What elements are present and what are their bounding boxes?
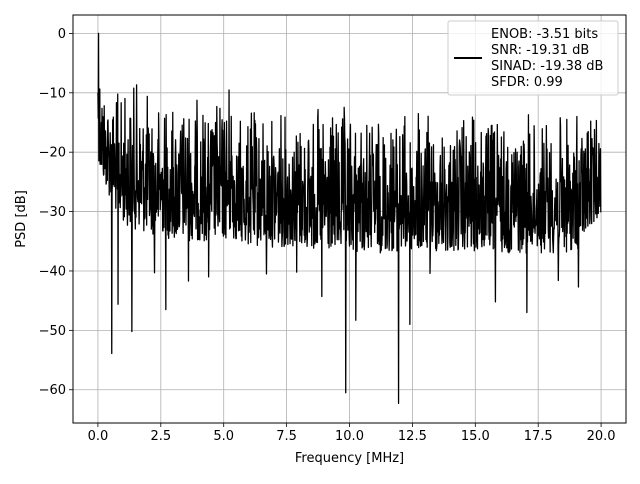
legend-entry-snr: SNR: -19.31 dB bbox=[491, 43, 589, 58]
y-tick-label: −60 bbox=[39, 383, 66, 398]
x-tick-label: 0.0 bbox=[88, 429, 109, 444]
x-tick-label: 17.5 bbox=[524, 429, 553, 444]
y-tick-label: 0 bbox=[58, 27, 66, 42]
x-tick-label: 20.0 bbox=[587, 429, 616, 444]
y-axis-label: PSD [dB] bbox=[14, 190, 29, 248]
legend-entry-enob: ENOB: -3.51 bits bbox=[491, 27, 598, 42]
y-tick-label: −30 bbox=[39, 205, 66, 220]
x-tick-label: 15.0 bbox=[461, 429, 490, 444]
x-tick-label: 7.5 bbox=[276, 429, 297, 444]
legend-entry-sinad: SINAD: -19.38 dB bbox=[491, 59, 603, 74]
y-tick-label: −40 bbox=[39, 264, 66, 279]
x-tick-label: 5.0 bbox=[213, 429, 234, 444]
y-tick-label: −50 bbox=[39, 324, 66, 339]
legend-entry-sfdr: SFDR: 0.99 bbox=[491, 75, 563, 90]
x-axis-label: Frequency [MHz] bbox=[295, 451, 404, 466]
y-tick-label: −10 bbox=[39, 86, 66, 101]
legend-box bbox=[447, 20, 619, 96]
x-axis-ticks: 0.0 2.5 5.0 7.5 10.0 12.5 15.0 17.5 20.0 bbox=[88, 423, 616, 444]
x-tick-label: 2.5 bbox=[150, 429, 171, 444]
series-psd bbox=[97, 32, 602, 405]
x-tick-label: 10.0 bbox=[335, 429, 364, 444]
x-tick-label: 12.5 bbox=[398, 429, 427, 444]
psd-line bbox=[97, 32, 602, 405]
y-axis-ticks: 0 −10 −20 −30 −40 −50 −60 bbox=[39, 27, 73, 398]
y-tick-label: −20 bbox=[39, 146, 66, 161]
legend: ENOB: -3.51 bits SNR: -19.31 dB SINAD: -… bbox=[447, 20, 619, 96]
